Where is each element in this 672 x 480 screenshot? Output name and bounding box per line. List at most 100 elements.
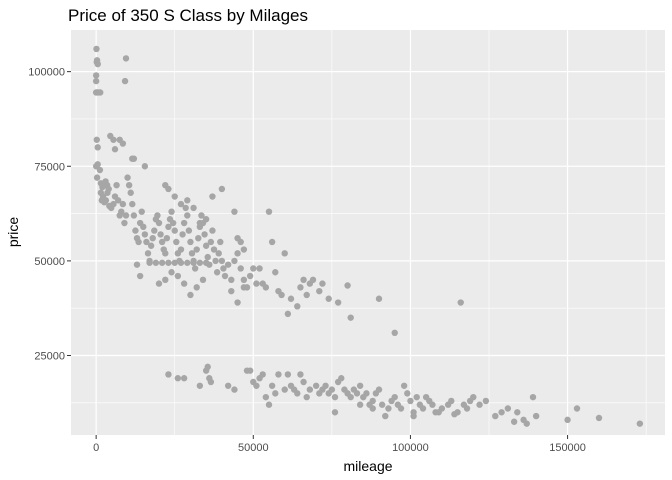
- data-point: [363, 390, 370, 397]
- data-point: [268, 382, 276, 389]
- data-point: [294, 303, 301, 310]
- data-point: [476, 401, 483, 408]
- data-point: [121, 77, 129, 85]
- data-point: [228, 276, 235, 284]
- data-point: [207, 378, 215, 386]
- data-point: [162, 276, 169, 284]
- data-point: [188, 250, 196, 257]
- data-point: [125, 181, 133, 189]
- data-point: [190, 204, 197, 212]
- data-point: [253, 382, 260, 389]
- data-point: [177, 259, 185, 266]
- data-point: [237, 265, 244, 272]
- data-point: [595, 414, 603, 422]
- data-point: [240, 284, 248, 291]
- data-point: [470, 393, 477, 401]
- data-point: [130, 155, 138, 162]
- data-point: [124, 174, 131, 181]
- data-point: [218, 257, 226, 265]
- data-point: [140, 223, 147, 231]
- data-point: [262, 284, 270, 291]
- data-point: [113, 181, 120, 189]
- data-point: [284, 371, 292, 378]
- data-point: [215, 250, 222, 257]
- data-point: [482, 397, 490, 405]
- data-point: [94, 161, 101, 168]
- data-point: [201, 231, 208, 238]
- x-axis-ticks: 0 50000 100000 150000: [93, 435, 586, 454]
- data-point: [300, 378, 307, 386]
- y-tick-label: 50000: [34, 256, 65, 268]
- data-point: [138, 208, 145, 215]
- data-point: [397, 405, 405, 412]
- data-point: [331, 393, 339, 401]
- data-point: [193, 246, 200, 253]
- data-point: [111, 146, 119, 153]
- data-point: [419, 405, 427, 412]
- data-point: [532, 412, 540, 420]
- data-point: [224, 382, 232, 389]
- data-point: [168, 208, 175, 215]
- data-point: [207, 238, 215, 246]
- data-point: [262, 393, 270, 401]
- data-point: [119, 200, 127, 208]
- data-point: [429, 401, 436, 408]
- data-point: [259, 371, 266, 378]
- data-point: [155, 219, 163, 227]
- data-point: [217, 238, 224, 246]
- data-point: [347, 314, 354, 321]
- data-point: [492, 412, 499, 420]
- data-point: [158, 238, 166, 246]
- data-points: [92, 45, 644, 427]
- data-point: [165, 259, 172, 266]
- data-point: [272, 269, 279, 276]
- data-point: [510, 418, 518, 425]
- data-point: [180, 375, 188, 382]
- data-point: [463, 405, 471, 412]
- data-point: [94, 144, 101, 151]
- data-point: [204, 363, 211, 371]
- data-point: [174, 375, 182, 382]
- data-point: [234, 299, 241, 306]
- x-tick-label: 150000: [549, 442, 586, 454]
- data-point: [213, 269, 221, 276]
- data-point: [303, 291, 310, 299]
- data-point: [231, 386, 238, 393]
- data-point: [272, 390, 279, 397]
- y-tick-label: 25000: [34, 351, 65, 363]
- data-point: [202, 216, 210, 223]
- data-point: [162, 250, 169, 257]
- x-tick-label: 0: [93, 442, 99, 454]
- data-point: [322, 382, 329, 389]
- data-point: [184, 259, 191, 266]
- data-point: [146, 259, 153, 266]
- data-point: [256, 265, 263, 272]
- data-point: [157, 231, 164, 238]
- data-point: [294, 390, 301, 397]
- data-point: [119, 140, 127, 147]
- data-point: [413, 393, 420, 401]
- data-point: [202, 242, 210, 249]
- data-point: [196, 382, 204, 389]
- data-point: [231, 208, 238, 215]
- data-point: [514, 409, 521, 416]
- data-point: [163, 234, 171, 242]
- data-point: [93, 45, 100, 53]
- data-point: [369, 397, 376, 405]
- data-point: [209, 227, 216, 234]
- data-point: [240, 246, 248, 253]
- x-tick-label: 50000: [238, 442, 269, 454]
- data-point: [400, 382, 408, 389]
- x-axis-title: mileage: [343, 458, 392, 474]
- data-point: [331, 409, 339, 416]
- data-point: [240, 276, 248, 284]
- data-point: [451, 410, 458, 418]
- data-point: [498, 409, 505, 416]
- data-point: [171, 259, 178, 266]
- data-point: [356, 401, 364, 408]
- data-point: [144, 250, 152, 257]
- grid-minor: [71, 30, 665, 435]
- data-point: [300, 276, 307, 284]
- data-point: [391, 329, 398, 337]
- plot-panel: [71, 30, 665, 435]
